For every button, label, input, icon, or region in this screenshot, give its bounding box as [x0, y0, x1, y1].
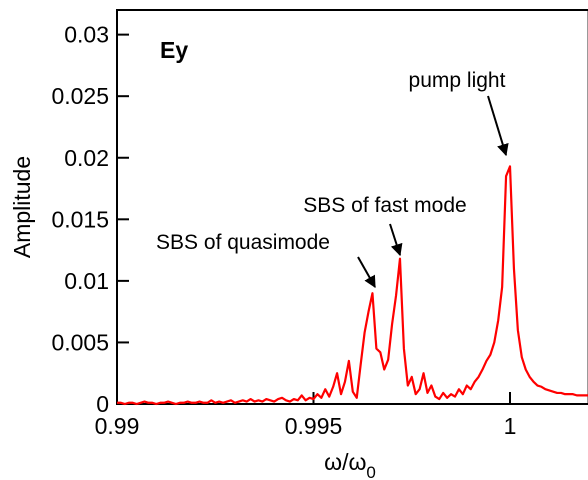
annotation: SBS of fast mode [303, 194, 466, 217]
x-tick-label: 0.995 [285, 413, 343, 439]
x-tick-label: 0.99 [95, 413, 140, 439]
y-tick-label: 0.02 [64, 145, 109, 171]
y-tick-label: 0.005 [51, 329, 109, 355]
panel-label: Ey [160, 37, 188, 63]
arrow [357, 256, 376, 289]
x-axis-label-main: ω/ω [324, 449, 366, 475]
annotation: pump light [409, 69, 506, 92]
data-line [117, 165, 588, 406]
y-tick-label: 0.03 [64, 22, 109, 48]
x-tick-label: 1 [504, 413, 517, 439]
x-axis-label-sub: 0 [366, 463, 375, 480]
y-tick-label: 0 [96, 391, 109, 417]
y-tick-label: 0.015 [51, 206, 109, 232]
arrow [389, 223, 403, 257]
annotation: SBS of quasimode [156, 231, 330, 254]
y-tick-label: 0.025 [51, 83, 109, 109]
plot-frame [116, 9, 588, 405]
x-axis-label: ω/ω0 [324, 449, 376, 480]
y-axis-label: Amplitude [9, 156, 35, 258]
arrow [487, 95, 509, 157]
y-tick-label: 0.01 [64, 268, 109, 294]
